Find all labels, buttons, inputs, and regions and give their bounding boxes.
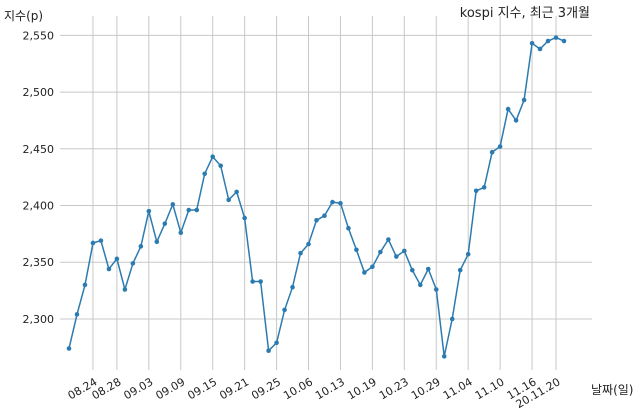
x-tick-label: 11.04	[441, 375, 475, 402]
data-point	[330, 199, 335, 205]
data-point	[226, 197, 231, 203]
data-point	[433, 287, 439, 292]
data-point	[346, 225, 351, 231]
data-point	[561, 38, 567, 44]
data-point	[138, 244, 144, 249]
x-tick-label: 11.10	[473, 375, 507, 402]
data-point	[417, 282, 423, 288]
data-point	[362, 270, 367, 275]
data-point	[545, 38, 551, 44]
data-point	[473, 188, 479, 194]
y-tick-label: 2,550	[23, 29, 55, 42]
data-point	[162, 221, 168, 226]
y-axis-label: 지수(p)	[4, 9, 43, 23]
data-point	[378, 249, 383, 255]
series	[66, 35, 567, 359]
x-tick-label: 09.03	[122, 375, 156, 402]
x-tick-label: 10.13	[313, 375, 347, 402]
data-point	[114, 256, 120, 262]
data-point	[170, 202, 176, 207]
grid	[60, 16, 592, 370]
data-point	[322, 213, 327, 219]
data-point	[489, 149, 495, 155]
data-point	[513, 118, 519, 123]
data-point	[274, 340, 279, 346]
data-point	[370, 264, 375, 270]
data-point	[298, 250, 303, 256]
data-point	[306, 241, 311, 247]
data-point	[449, 316, 455, 322]
x-tick-label: 10.29	[409, 375, 443, 402]
series-line	[68, 36, 565, 357]
data-point	[386, 237, 391, 242]
x-tick-label: 09.25	[249, 375, 283, 402]
x-tick-labels: 08.2408.2809.0309.0909.1509.2109.2510.06…	[66, 375, 563, 411]
data-point	[122, 287, 128, 292]
data-point	[146, 208, 152, 214]
data-point	[186, 207, 192, 213]
x-tick-label: 09.21	[217, 375, 251, 402]
data-point	[178, 230, 184, 236]
y-tick-label: 2,350	[23, 256, 55, 269]
data-point	[354, 247, 359, 253]
data-point	[282, 307, 287, 313]
data-point	[457, 267, 463, 273]
data-point	[154, 239, 160, 245]
data-point	[130, 261, 136, 266]
data-point	[529, 40, 535, 46]
data-point	[505, 106, 511, 112]
data-point	[106, 266, 112, 272]
data-point	[441, 354, 447, 359]
y-tick-label: 2,500	[23, 86, 55, 99]
data-point	[465, 251, 471, 257]
data-point	[258, 279, 263, 284]
chart-title: kospi 지수, 최근 3개월	[460, 6, 590, 21]
data-point	[425, 266, 431, 272]
x-axis-label: 날짜(일)	[591, 383, 633, 397]
data-point	[553, 35, 559, 40]
data-point	[66, 346, 72, 351]
data-point	[74, 312, 80, 317]
data-point	[394, 254, 399, 259]
data-point	[194, 207, 200, 213]
y-tick-label: 2,450	[23, 143, 55, 156]
x-tick-label: 10.23	[377, 375, 411, 402]
x-tick-label: 10.06	[281, 375, 315, 402]
data-point	[98, 238, 104, 243]
x-tick-label: 09.09	[153, 375, 187, 402]
data-point	[202, 171, 208, 177]
x-tick-label: 10.19	[345, 375, 379, 402]
data-point	[338, 200, 343, 206]
data-point	[402, 248, 407, 254]
data-point	[210, 154, 216, 160]
data-point	[537, 46, 543, 52]
data-point	[250, 279, 255, 284]
data-point	[218, 163, 223, 169]
data-point	[90, 240, 96, 246]
data-point	[82, 282, 88, 288]
y-tick-labels: 2,300 2,350 2,400 2,450 2,500 2,550	[23, 29, 55, 326]
data-point	[266, 348, 271, 354]
y-tick-label: 2,300	[23, 313, 55, 326]
data-point	[242, 215, 247, 221]
data-point	[234, 189, 239, 195]
data-point	[497, 144, 503, 149]
x-tick-label: 09.15	[185, 375, 219, 402]
data-point	[481, 185, 487, 190]
data-point	[410, 267, 415, 273]
data-point	[314, 217, 319, 223]
y-tick-label: 2,400	[23, 200, 55, 213]
data-point	[521, 97, 527, 103]
data-point	[290, 284, 295, 290]
